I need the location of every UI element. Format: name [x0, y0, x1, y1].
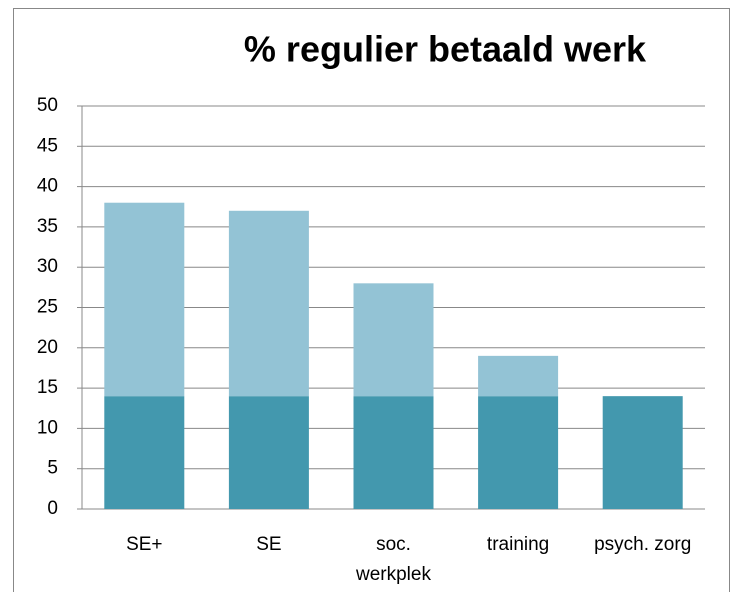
bar-segment [353, 283, 434, 397]
bar-segment [104, 396, 185, 509]
x-tick-label: psych. zorg [594, 534, 691, 555]
y-tick-label: 20 [37, 337, 58, 358]
y-tick-label: 15 [37, 377, 58, 398]
y-tick-label: 0 [47, 498, 58, 519]
y-tick-label: 10 [37, 417, 58, 438]
y-tick-label: 45 [37, 135, 58, 156]
y-tick-label: 50 [37, 95, 58, 116]
y-tick-label: 25 [37, 297, 58, 318]
bar-segment [602, 396, 683, 509]
y-tick-label: 5 [47, 458, 58, 479]
y-tick-label: 40 [37, 176, 58, 197]
x-tick-label: training [487, 534, 549, 555]
bar-segment [228, 210, 309, 397]
x-tick-label: SE+ [126, 534, 162, 555]
bar-segment [353, 396, 434, 509]
bar-segment [104, 202, 185, 397]
y-tick-label: 30 [37, 256, 58, 277]
x-tick-label: SE [256, 534, 281, 555]
y-tick-label: 35 [37, 216, 58, 237]
bar-segment [478, 396, 559, 509]
chart-title: % regulier betaald werk [244, 29, 647, 70]
bar-segment [478, 355, 559, 397]
x-tick-label: soc. werkplek [355, 534, 431, 585]
bar-segment [228, 396, 309, 509]
